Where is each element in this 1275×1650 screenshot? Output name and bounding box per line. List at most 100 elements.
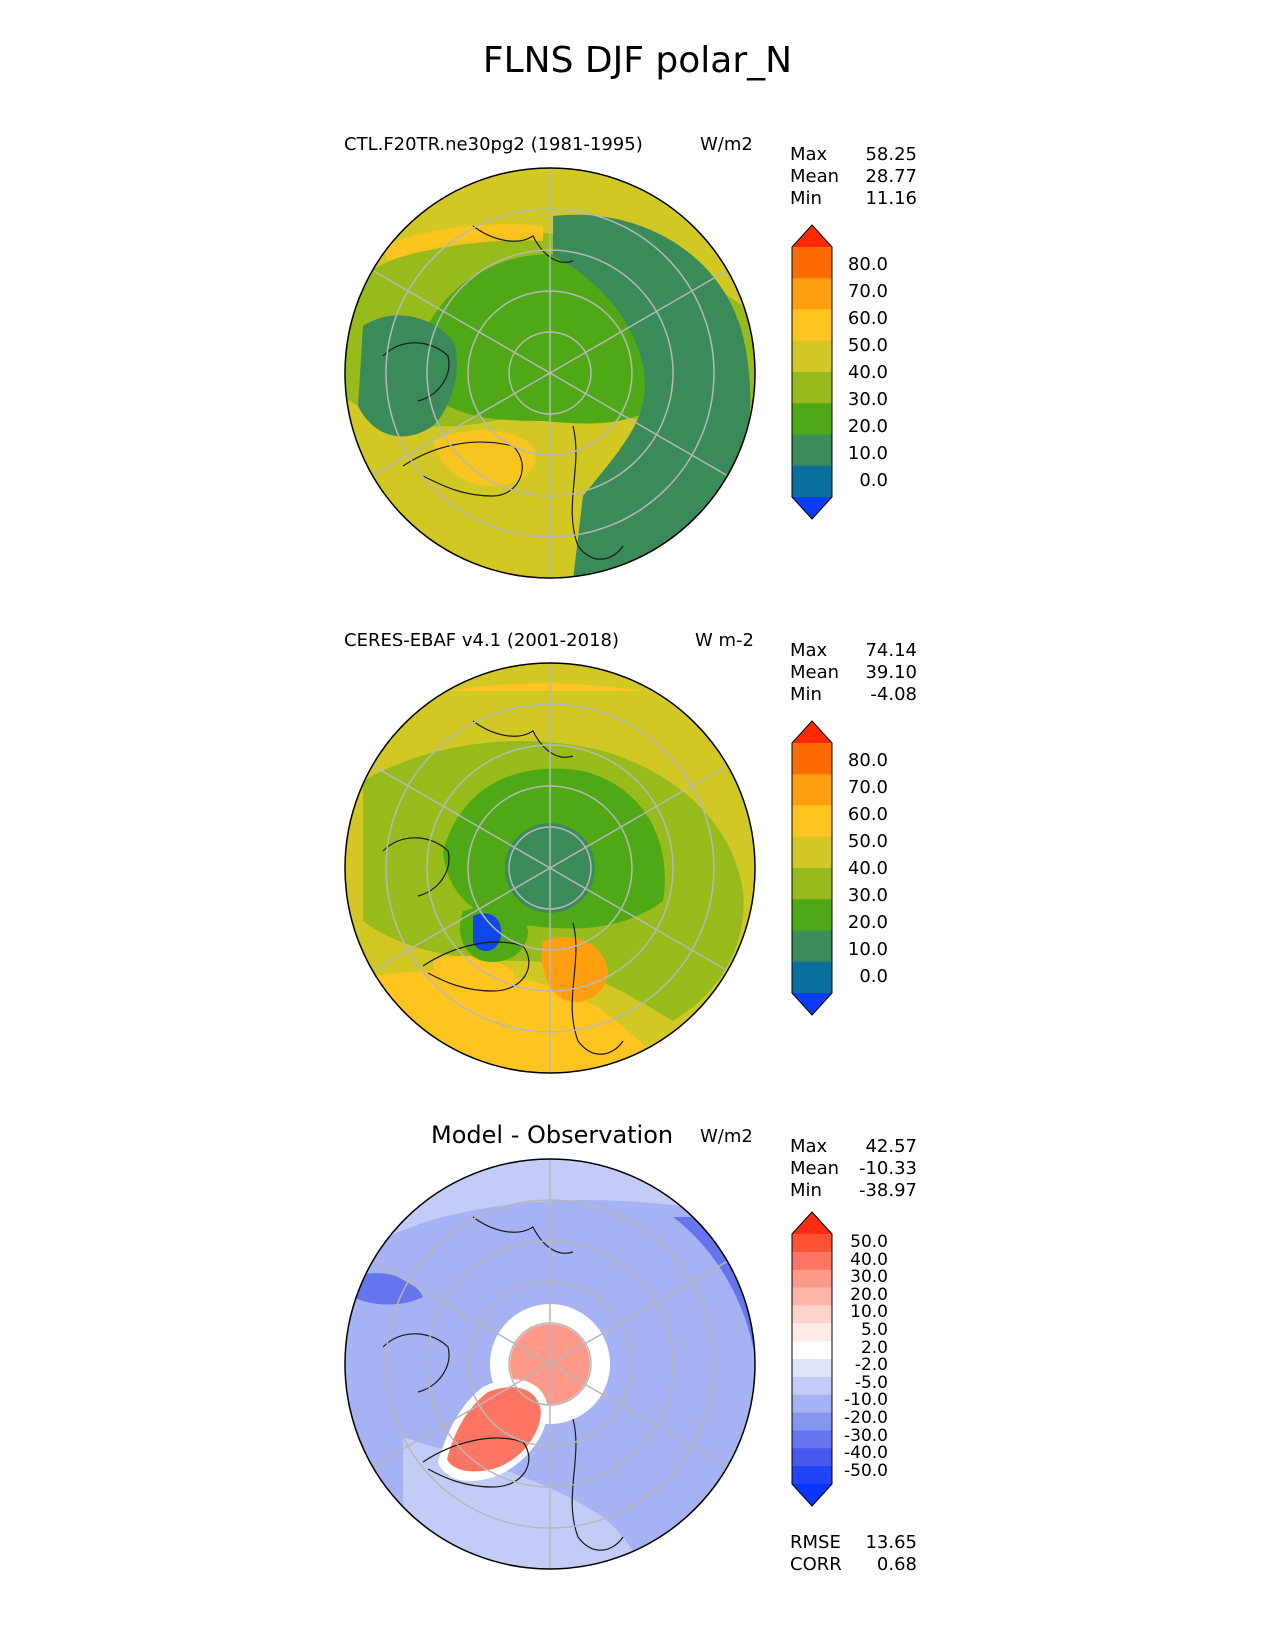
cbar-tick: 40.0 [847,362,888,383]
colorbar-under-triangle [792,993,832,1015]
cbar-tick: 20.0 [850,1284,888,1305]
panel-3-units: W/m2 [700,1126,753,1147]
colorbar-segment [792,930,832,963]
colorbar-outline [791,1211,833,1507]
colorbar-segment [792,309,832,342]
colorbar-segment [792,961,832,994]
cbar-tick: -20.0 [844,1408,888,1428]
panel-2-map [344,662,756,1074]
cbar-tick: 50.0 [847,831,888,852]
cbar-tick: 50.0 [847,335,888,356]
cbar-tick: -10.0 [844,1390,888,1411]
stat-max-label: Max [790,1136,828,1157]
colorbar-segment [792,1412,832,1431]
cbar-tick: 10.0 [850,1302,888,1323]
cbar-tick: 10.0 [847,443,888,464]
page-title: FLNS DJF polar_N [482,40,793,81]
stat-max-label: Max [790,144,828,165]
cbar-tick: 20.0 [847,912,888,933]
colorbar-segment [792,836,832,869]
stat-min-label: Min [790,1180,822,1201]
cbar-tick: 30.0 [847,389,888,410]
colorbar-segment [792,1394,832,1414]
colorbar-segment [792,465,832,498]
colorbar-segment [792,1466,832,1485]
stat-max-label: Max [790,640,828,661]
panel-3-colorbar [791,1211,833,1507]
cbar-tick: 30.0 [850,1267,888,1288]
stat-mean-label: Mean [790,662,840,683]
panel-1-colorbar [791,224,833,520]
colorbar-under-triangle [792,1484,832,1506]
colorbar-segment [792,278,832,310]
colorbar-over-triangle [792,721,832,743]
stat-min-label: Min [790,188,822,209]
stat-mean-value: 39.10 [865,662,917,683]
panel-3-map [344,1158,756,1570]
colorbar-segment [792,899,832,931]
cbar-tick: 0.0 [859,470,888,491]
colorbar-segment [792,743,832,775]
stat-min-value: -38.97 [858,1180,917,1201]
panel-2-title: CERES-EBAF v4.1 (2001-2018) [344,630,620,651]
stat-max-value: 58.25 [865,144,917,165]
colorbar-segment [792,805,832,838]
colorbar-segment [792,1448,832,1467]
cbar-tick: 0.0 [859,966,888,987]
cbar-tick: 40.0 [850,1249,888,1270]
colorbar-under-triangle [792,497,832,519]
colorbar-segment [792,372,832,404]
colorbar-segment [792,1287,832,1306]
colorbar-outline [791,224,833,520]
colorbar-over-triangle [792,1212,832,1234]
panel-1-map [344,167,756,579]
colorbar-segment [792,1341,832,1360]
colorbar-segment [792,1323,832,1342]
colorbar-segment [792,1376,832,1396]
cbar-tick: 70.0 [847,281,888,302]
metric-rmse-value: 13.65 [865,1532,917,1553]
panel-2-colorbar [791,720,833,1016]
colorbar-segment [792,868,832,900]
cbar-tick: 70.0 [847,777,888,798]
cbar-tick: -5.0 [854,1372,888,1393]
colorbar-segment [792,247,832,279]
cbar-tick: -40.0 [844,1443,888,1464]
metric-rmse-label: RMSE [790,1532,841,1553]
stat-min-value: 11.16 [865,188,917,209]
cbar-tick: 2.0 [860,1337,888,1358]
colorbar-segment [792,434,832,467]
colorbar-over-triangle [792,225,832,247]
cbar-tick: 5.0 [860,1320,888,1340]
colorbar-segment [792,340,832,373]
cbar-tick: -2.0 [854,1355,888,1376]
stat-max-value: 74.14 [865,640,917,661]
cbar-tick: 50.0 [850,1232,888,1252]
stat-mean-label: Mean [790,166,840,187]
colorbar-segment [792,1269,832,1289]
panel-2-units: W m-2 [695,630,755,651]
cbar-tick: -50.0 [844,1460,888,1481]
stat-min-label: Min [790,684,822,705]
stat-mean-value: 28.77 [865,166,917,187]
cbar-tick: 10.0 [847,939,888,960]
colorbar-outline [791,720,833,1016]
panel-1-title: CTL.F20TR.ne30pg2 (1981-1995) [344,134,643,155]
panel-2-stats: Max 74.14 Mean 39.10 Min -4.08 [790,640,917,706]
colorbar-segment [792,1359,832,1378]
cbar-tick: 80.0 [847,254,888,275]
cbar-tick: -30.0 [844,1425,888,1446]
colorbar-segment [792,403,832,435]
metric-corr-value: 0.68 [876,1554,917,1575]
panel-3-stats: Max 42.57 Mean -10.33 Min -38.97 [790,1136,917,1202]
panel-3-title: Model - Observation [431,1121,674,1149]
panel-1-stats: Max 58.25 Mean 28.77 Min 11.16 [790,144,917,210]
stat-max-value: 42.57 [865,1136,917,1157]
cbar-tick: 20.0 [847,416,888,437]
colorbar-segment [792,1305,832,1324]
panel-1-units: W/m2 [700,134,753,155]
cbar-tick: 40.0 [847,858,888,879]
cbar-tick: 80.0 [847,750,888,771]
cbar-tick: 60.0 [847,308,888,329]
stat-min-value: -4.08 [870,684,917,705]
